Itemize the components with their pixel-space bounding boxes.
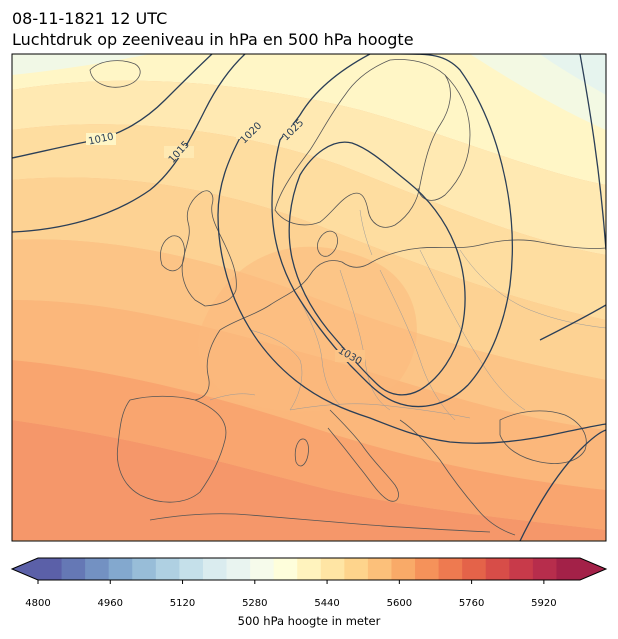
colorbar-segment — [61, 558, 86, 580]
colorbar-segment — [485, 558, 510, 580]
colorbar-ticks — [37, 580, 545, 584]
isobar-1030 — [288, 141, 466, 396]
colorbar-segment — [532, 558, 558, 580]
colorbar-segment — [556, 558, 581, 580]
colorbar — [10, 557, 608, 584]
colorbar-segment — [462, 558, 487, 580]
colorbar-segment — [273, 558, 298, 580]
isobar-southeast — [519, 429, 606, 541]
colorbar-segment — [344, 558, 369, 580]
colorbar-segment — [320, 558, 345, 580]
colorbar-segment — [85, 558, 110, 580]
colorbar-extend-low — [12, 558, 38, 580]
colorbar-segment — [38, 558, 63, 580]
colorbar-tick-label: 5280 — [242, 598, 268, 609]
colorbar-segment — [509, 558, 534, 580]
isobar-east — [539, 304, 606, 341]
colorbar-segment — [391, 558, 416, 580]
colorbar-label: 500 hPa hoogte in meter — [237, 614, 381, 628]
map-frame — [11, 53, 607, 542]
colorbar-extend-high — [580, 558, 606, 580]
colorbar-tick-label: 5600 — [386, 598, 413, 609]
colorbar-tick-label: 5920 — [531, 598, 557, 609]
colorbar-segment — [226, 558, 251, 580]
colorbar-segment — [179, 558, 204, 580]
colorbar-segment — [132, 558, 157, 580]
isobar-label-1010: 1010 — [88, 131, 115, 147]
coastlines — [89, 59, 606, 536]
isobar-northeast — [579, 54, 606, 251]
map-title-description: Luchtdruk op zeeniveau in hPa en 500 hPa… — [12, 30, 414, 49]
colorbar-segment — [297, 558, 322, 580]
map-panel[interactable]: 1010 1015 1020 1025 1030 — [12, 54, 606, 541]
isobar-1010 — [12, 54, 213, 159]
isobar-1015 — [12, 54, 246, 233]
colorbar-segment — [415, 558, 440, 580]
colorbar-segment — [108, 558, 133, 580]
colorbar-tick-label: 5760 — [458, 598, 485, 609]
colorbar-tick-label: 5120 — [169, 598, 196, 609]
colorbar-tick-label: 4800 — [25, 598, 51, 609]
colorbar-tick-label: 5440 — [314, 598, 340, 609]
isobar-1020 — [217, 133, 606, 444]
colorbar-segment — [155, 558, 180, 580]
colorbar-segment — [438, 558, 463, 580]
colorbar-segment — [250, 558, 275, 580]
colorbar-segments — [38, 558, 581, 580]
map-title-date: 08-11-1821 12 UTC — [12, 9, 168, 28]
colorbar-segment — [202, 558, 228, 580]
colorbar-segment — [367, 558, 393, 580]
colorbar-tick-label: 4960 — [97, 598, 123, 609]
isobar-labels: 1010 1015 1020 1025 1030 — [86, 117, 365, 368]
height-field-bands — [12, 54, 606, 540]
